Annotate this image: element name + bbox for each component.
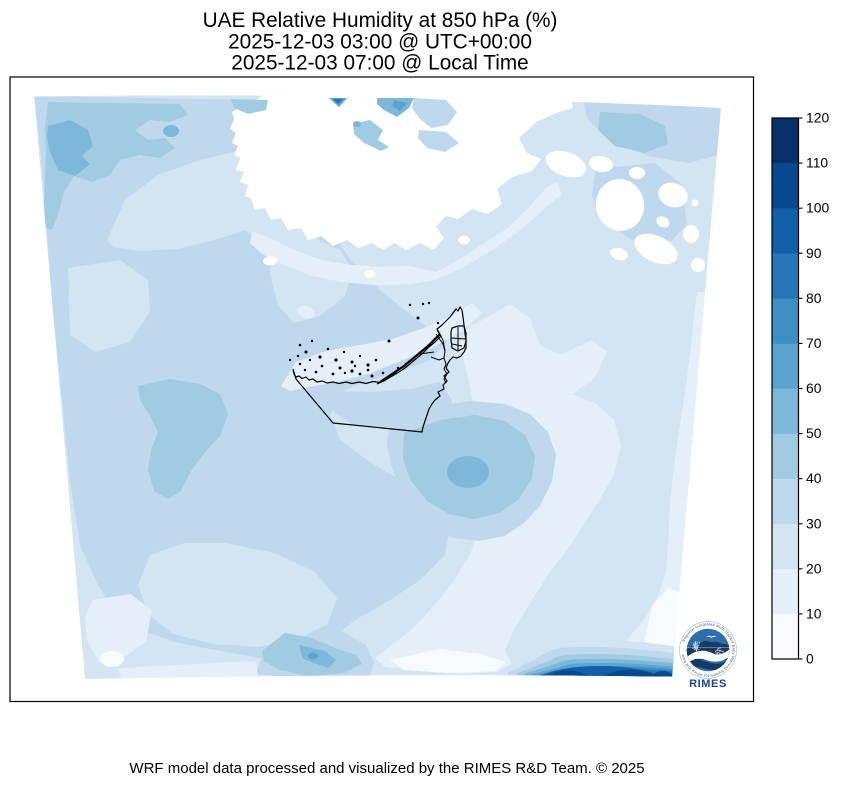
svg-text:60: 60: [806, 380, 822, 396]
svg-text:80: 80: [806, 290, 822, 306]
svg-text:2025-12-03 07:00 @ Local Time: 2025-12-03 07:00 @ Local Time: [231, 52, 528, 75]
svg-text:40: 40: [806, 470, 822, 486]
svg-text:0: 0: [806, 651, 814, 667]
svg-text:110: 110: [806, 155, 828, 171]
svg-text:UAE Relative Humidity at 850 h: UAE Relative Humidity at 850 hPa (%): [203, 9, 558, 32]
svg-text:30: 30: [806, 515, 822, 531]
svg-text:10: 10: [806, 605, 822, 621]
svg-text:WRF model data processed and v: WRF model data processed and visualized …: [129, 760, 644, 777]
svg-text:120: 120: [806, 110, 829, 126]
svg-text:50: 50: [806, 425, 822, 441]
svg-text:2025-12-03 03:00 @ UTC+00:00: 2025-12-03 03:00 @ UTC+00:00: [228, 31, 532, 54]
svg-text:20: 20: [806, 560, 822, 576]
svg-text:70: 70: [806, 335, 822, 351]
svg-text:100: 100: [806, 200, 829, 216]
svg-text:90: 90: [806, 245, 822, 261]
svg-text:RIMES: RIMES: [689, 678, 727, 690]
